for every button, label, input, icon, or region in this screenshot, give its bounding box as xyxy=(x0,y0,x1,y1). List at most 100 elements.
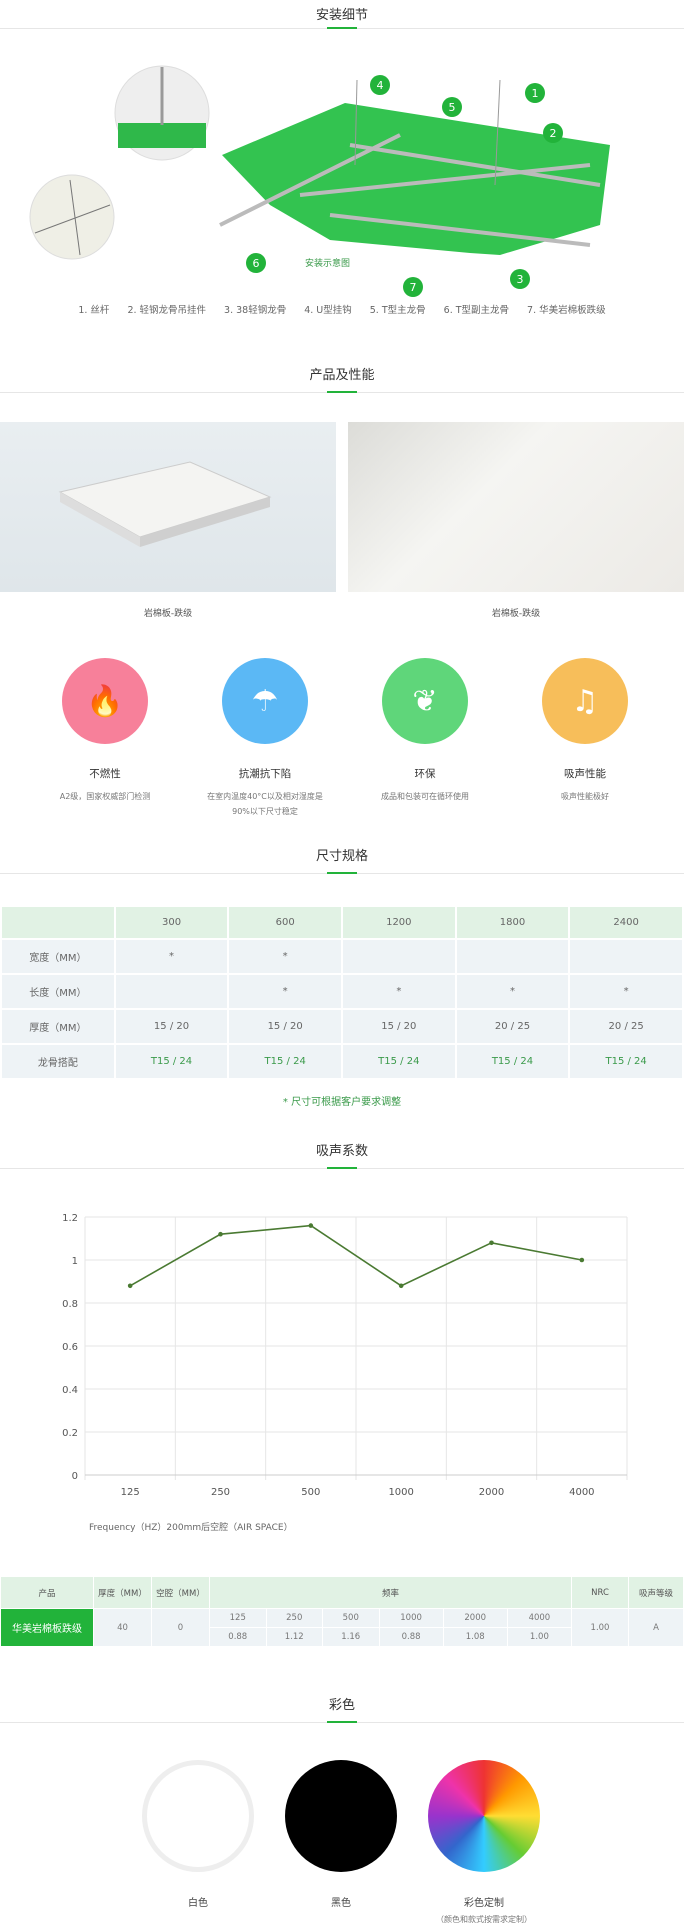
table-cell xyxy=(340,938,457,975)
freq-cell: 1000 xyxy=(378,1608,444,1628)
feature-2: ❦ 环保 成品和包装可在循环使用 xyxy=(345,658,505,804)
image-caption: 岩棉板-跌级 xyxy=(491,609,541,619)
data-point-250 xyxy=(218,1231,223,1237)
coeff-cell: 0.88 xyxy=(209,1627,267,1647)
music-note-icon: ♫ xyxy=(571,683,599,719)
color-white[interactable]: 白色 xyxy=(141,1760,255,1909)
umbrella-icon: ☂ xyxy=(251,683,279,719)
table-header: 300 600 1200 1800 2400 xyxy=(0,905,684,940)
grade: A xyxy=(628,1608,684,1647)
table-cell: T15 / 24 xyxy=(340,1043,457,1080)
y-tick-label: 0.4 xyxy=(62,1385,78,1396)
section-title-products: 产品及性能 xyxy=(309,368,375,383)
color-label: 黑色 xyxy=(331,1898,351,1909)
legend-item: 3. 38轻钢龙骨 xyxy=(224,305,287,316)
table-cell: * xyxy=(568,973,684,1010)
table-cell xyxy=(113,973,230,1010)
x-tick-label: 500 xyxy=(301,1487,320,1498)
color-custom[interactable]: 彩色定制 （颜色和款式按需求定制） xyxy=(427,1760,541,1925)
table-row: 宽度（MM） * * xyxy=(0,938,684,975)
divider xyxy=(0,1167,684,1169)
feature-3: ♫ 吸声性能吸声性能极好 xyxy=(505,658,665,804)
table-cell: 15 / 20 xyxy=(113,1008,230,1045)
series-line xyxy=(129,1224,582,1287)
color-label: 白色 xyxy=(188,1898,208,1909)
table-cell: 长度（MM） xyxy=(0,973,116,1010)
divider xyxy=(0,1721,684,1723)
feature-title: 吸声性能 xyxy=(564,768,606,780)
column-header: 空腔（MM） xyxy=(151,1576,210,1609)
divider xyxy=(0,872,684,874)
column-header: 600 xyxy=(227,905,343,940)
x-tick-label: 4000 xyxy=(569,1487,594,1498)
table-cell: T15 / 24 xyxy=(227,1043,343,1080)
marker-4 xyxy=(370,75,390,95)
feature-desc: 成品和包装可在循环使用 xyxy=(381,792,469,801)
table-cell xyxy=(454,938,571,975)
section-title-colors: 彩色 xyxy=(328,1698,355,1713)
table-row: 0.88 1.12 1.16 0.88 1.08 1.00 xyxy=(1,1627,684,1647)
nrc: 1.00 xyxy=(571,1608,629,1647)
legend-item: 1. 丝杆 xyxy=(78,305,110,316)
x-tick-label: 1000 xyxy=(388,1487,413,1498)
table-cell: 宽度（MM） xyxy=(0,938,116,975)
inset-panel xyxy=(118,123,206,148)
table-row: 华美岩棉板跌级 40 0 125 250 500 1000 2000 4000 1.00 A xyxy=(0,1608,684,1647)
table-cell: 20 / 25 xyxy=(568,1008,684,1045)
data-point-1000 xyxy=(398,1283,404,1289)
legend-item: 2. 轻钢龙骨吊挂件 xyxy=(127,305,207,316)
freq-cell: 500 xyxy=(322,1608,380,1628)
x-tick-label: 2000 xyxy=(479,1487,504,1498)
marker-number: 4 xyxy=(377,79,384,92)
marker-number: 2 xyxy=(550,127,557,140)
coeff-cell: 1.08 xyxy=(442,1627,508,1647)
data-point-4000 xyxy=(579,1257,585,1263)
column-header: 吸声等级 xyxy=(628,1576,684,1609)
marker-3 xyxy=(510,269,530,289)
ceiling-panel xyxy=(222,103,610,255)
feature-desc: 吸声性能极好 xyxy=(561,792,609,801)
table-cell: * xyxy=(227,973,343,1010)
table-cell: T15 / 24 xyxy=(113,1043,230,1080)
color-black[interactable]: 黑色 xyxy=(284,1760,398,1909)
coeff-cell: 0.88 xyxy=(378,1627,444,1647)
table-row: 厚度（MM） 15 / 20 15 / 20 15 / 20 20 / 25 20 / 2… xyxy=(0,1008,684,1045)
coeff-cell: 1.00 xyxy=(506,1627,573,1647)
feature-0: 🔥 不燃性 A2级，国家权威部门检测 xyxy=(25,658,185,804)
flame-icon: 🔥 xyxy=(86,683,124,719)
cavity: 0 xyxy=(151,1608,210,1647)
divider xyxy=(0,391,684,393)
x-tick-label: 125 xyxy=(121,1487,140,1498)
product-image-2 xyxy=(348,422,684,592)
legend: 1. 丝杆 2. 轻钢龙骨吊挂件 3. 38轻钢龙骨 4. U型挂钩 5. T型主龙骨 6… xyxy=(0,302,684,316)
feature-icon-circle: 🔥 xyxy=(62,658,148,744)
color-label: 彩色定制 xyxy=(464,1898,504,1909)
marker-number: 3 xyxy=(517,273,524,286)
x-tick-label: 250 xyxy=(211,1487,230,1498)
installation-diagram: 1 2 3 4 5 6 7 安装示意图 xyxy=(29,65,610,297)
marker-number: 6 xyxy=(253,257,260,270)
column-header: 产品 xyxy=(0,1576,94,1609)
feature-desc: A2级，国家权威部门检测 xyxy=(59,792,151,801)
table-cell: * xyxy=(454,973,571,1010)
table-cell: 15 / 20 xyxy=(340,1008,457,1045)
table-cell: 厚度（MM） xyxy=(0,1008,116,1045)
palette-swatch xyxy=(428,1760,540,1872)
black-swatch xyxy=(285,1760,397,1872)
data-point-500 xyxy=(308,1223,314,1228)
marker-number: 1 xyxy=(532,87,539,100)
section-title-spec: 尺寸规格 xyxy=(315,849,368,864)
absorption-table: 产品 厚度（MM） 空腔（MM） 频率 NRC 吸声等级 华美岩棉板跌级 40 0 125 250 5… xyxy=(0,1576,684,1647)
y-tick-label: 0 xyxy=(72,1471,78,1482)
leaf-icon: ❦ xyxy=(412,683,438,719)
feature-title: 抗潮抗下陷 xyxy=(238,768,292,780)
freq-cell: 125 xyxy=(209,1608,267,1628)
y-tick-label: 0.2 xyxy=(62,1428,78,1439)
product-image-1 xyxy=(0,422,336,592)
legend-item: 7. 华美岩棉板跌级 xyxy=(527,305,606,316)
column-header: 1800 xyxy=(454,905,571,940)
marker-5 xyxy=(442,97,462,117)
data-point-2000 xyxy=(489,1240,494,1246)
table-cell: * xyxy=(340,973,457,1010)
section-title-install: 安装细节 xyxy=(315,8,368,23)
